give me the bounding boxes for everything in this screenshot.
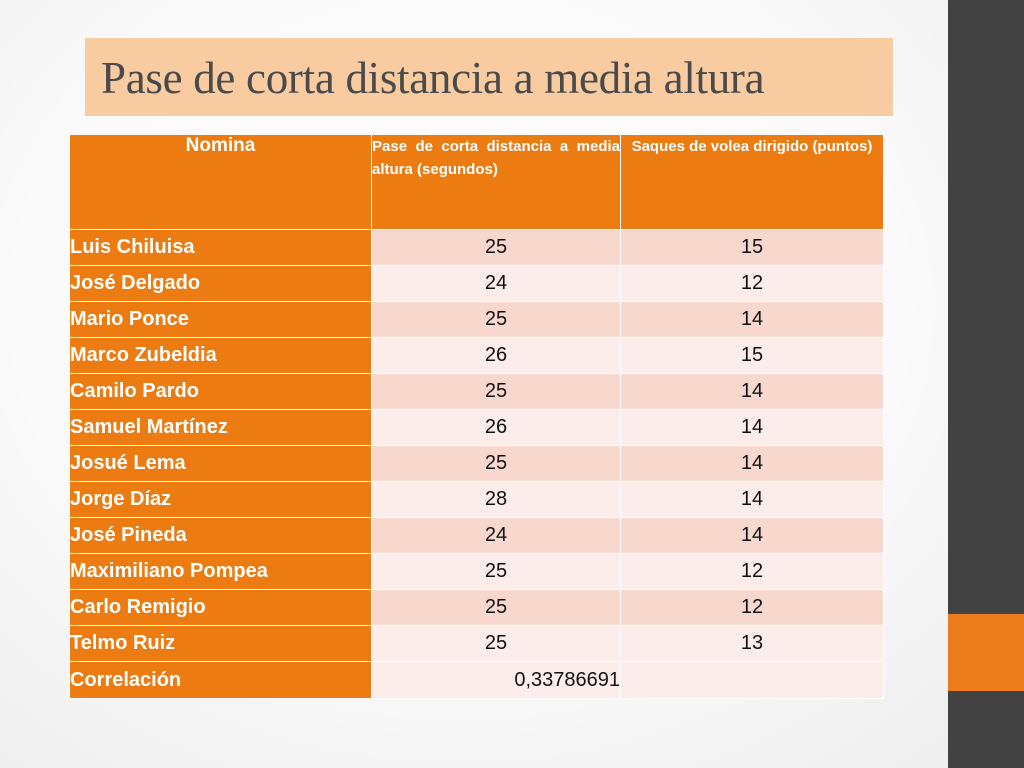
row-pase: 25 <box>371 445 621 482</box>
table-row: Marco Zubeldia 26 15 <box>69 337 884 374</box>
row-pase: 25 <box>371 553 621 590</box>
row-name: Maximiliano Pompea <box>69 553 372 590</box>
row-name: Marco Zubeldia <box>69 337 372 374</box>
row-saques: 12 <box>620 589 884 626</box>
side-accent-block <box>948 614 1024 691</box>
row-saques: 12 <box>620 553 884 590</box>
table-row: José Pineda 24 14 <box>69 517 884 554</box>
table-row: Camilo Pardo 25 14 <box>69 373 884 410</box>
title-box <box>85 38 893 116</box>
row-pase: 25 <box>371 589 621 626</box>
row-pase: 28 <box>371 481 621 518</box>
row-name: Samuel Martínez <box>69 409 372 446</box>
row-saques: 14 <box>620 481 884 518</box>
table-row: Mario Ponce 25 14 <box>69 301 884 338</box>
table-row: Josué Lema 25 14 <box>69 445 884 482</box>
header-nomina: Nomina <box>69 134 372 230</box>
row-pase: 24 <box>371 517 621 554</box>
row-pase: 26 <box>371 337 621 374</box>
table-header-row: Nomina Pase de corta distancia a media a… <box>69 134 884 230</box>
row-pase: 25 <box>371 229 621 266</box>
row-name: Luis Chiluisa <box>69 229 372 266</box>
row-name: Camilo Pardo <box>69 373 372 410</box>
row-pase: 25 <box>371 373 621 410</box>
row-name: Mario Ponce <box>69 301 372 338</box>
row-pase: 25 <box>371 625 621 662</box>
correlation-empty-cell <box>620 661 884 699</box>
row-saques: 14 <box>620 409 884 446</box>
table-row: Jorge Díaz 28 14 <box>69 481 884 518</box>
row-pase: 24 <box>371 265 621 302</box>
table-row: Maximiliano Pompea 25 12 <box>69 553 884 590</box>
row-saques: 14 <box>620 517 884 554</box>
row-pase: 26 <box>371 409 621 446</box>
header-saques: Saques de volea dirigido (puntos) <box>620 134 884 230</box>
row-saques: 13 <box>620 625 884 662</box>
correlation-row: Correlación 0,33786691 <box>69 661 884 699</box>
row-saques: 15 <box>620 337 884 374</box>
row-name: Josué Lema <box>69 445 372 482</box>
row-saques: 14 <box>620 445 884 482</box>
data-table: Nomina Pase de corta distancia a media a… <box>69 134 884 699</box>
row-saques: 15 <box>620 229 884 266</box>
row-name: Jorge Díaz <box>69 481 372 518</box>
row-pase: 25 <box>371 301 621 338</box>
row-name: Telmo Ruiz <box>69 625 372 662</box>
correlation-value: 0,33786691 <box>371 661 621 699</box>
row-saques: 14 <box>620 373 884 410</box>
table-row: Samuel Martínez 26 14 <box>69 409 884 446</box>
row-saques: 12 <box>620 265 884 302</box>
row-saques: 14 <box>620 301 884 338</box>
row-name: José Delgado <box>69 265 372 302</box>
row-name: Carlo Remigio <box>69 589 372 626</box>
correlation-label: Correlación <box>69 661 372 699</box>
table-row: Luis Chiluisa 25 15 <box>69 229 884 266</box>
table-row: José Delgado 24 12 <box>69 265 884 302</box>
table-row: Carlo Remigio 25 12 <box>69 589 884 626</box>
slide-title: Pase de corta distancia a media altura <box>101 53 765 103</box>
header-pase: Pase de corta distancia a media altura (… <box>371 134 621 230</box>
table-row: Telmo Ruiz 25 13 <box>69 625 884 662</box>
row-name: José Pineda <box>69 517 372 554</box>
